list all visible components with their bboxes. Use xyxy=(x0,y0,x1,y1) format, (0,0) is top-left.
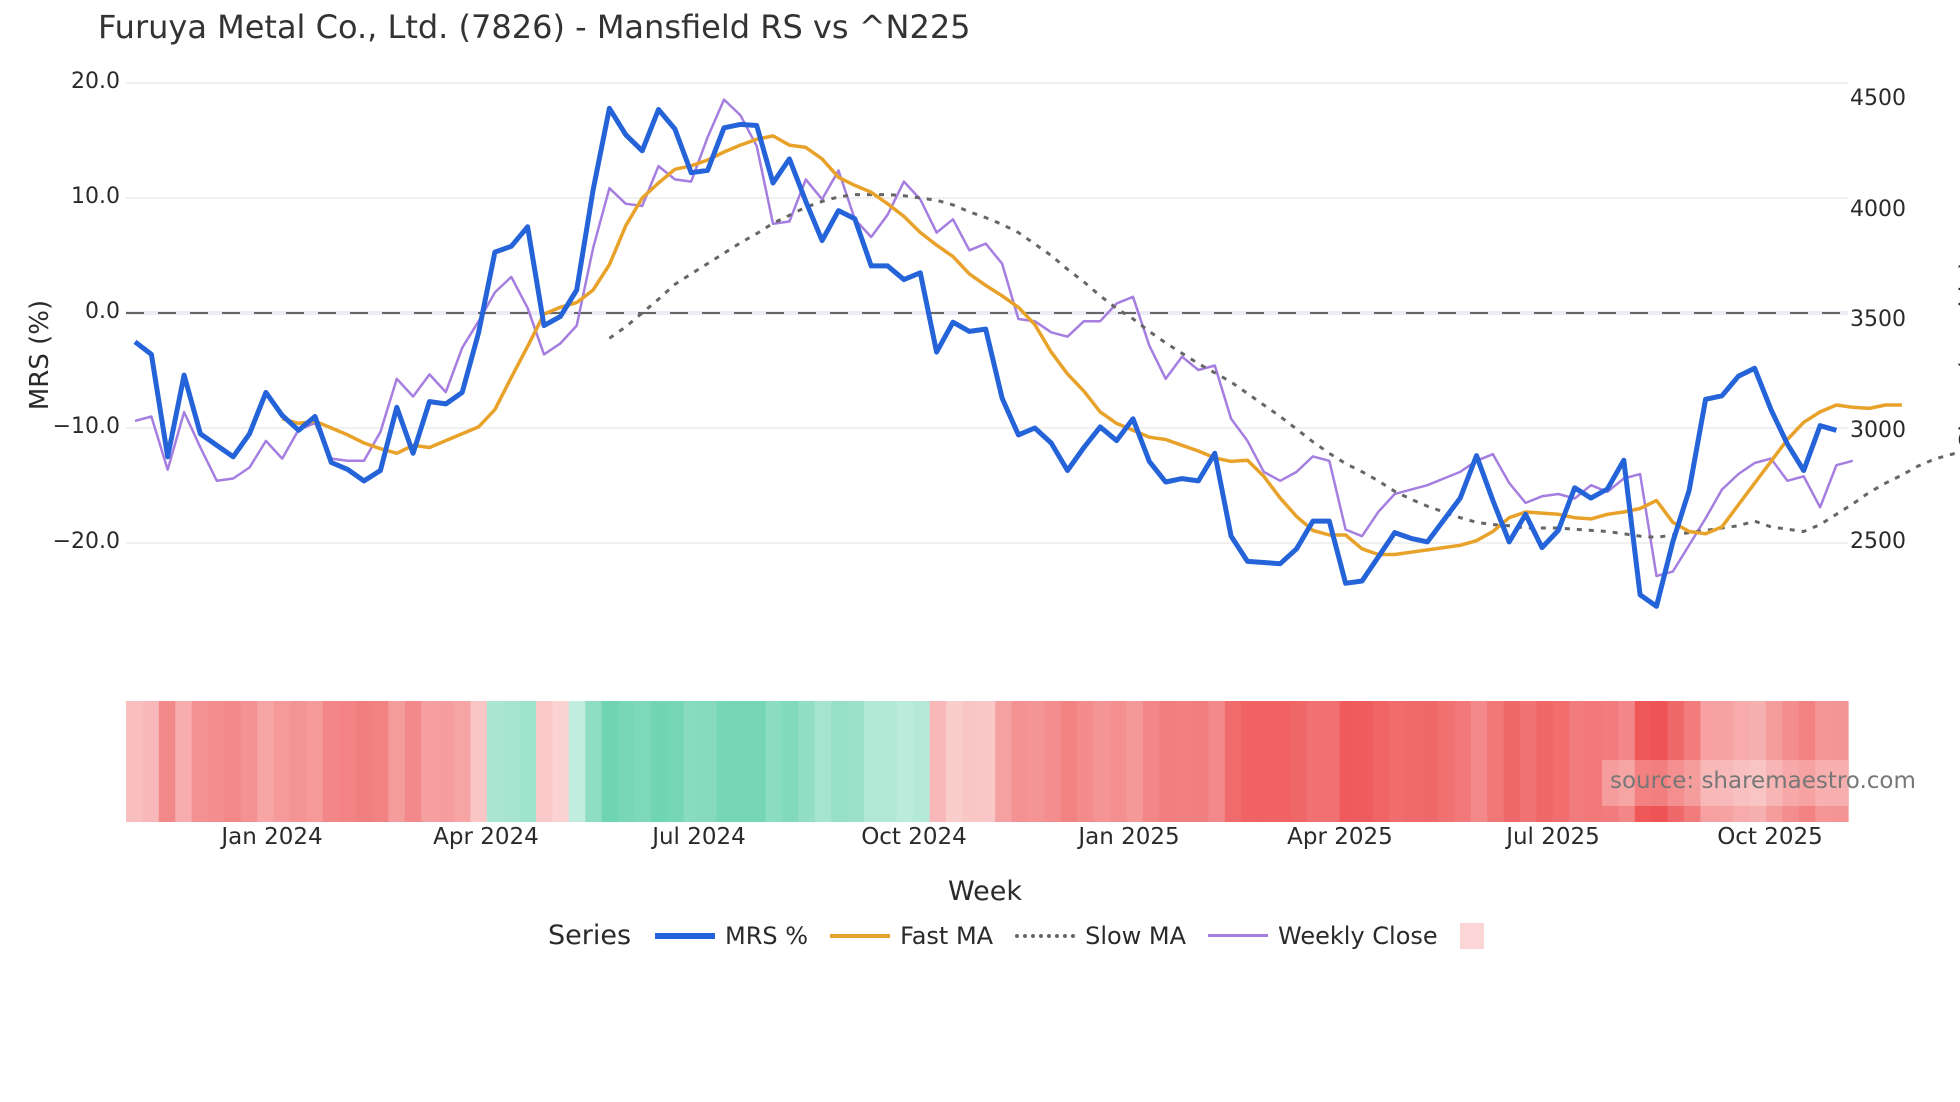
right-tick: 4500 xyxy=(1850,86,1906,111)
legend: Series MRS % Fast MA Slow MA Weekly Clos… xyxy=(548,920,1506,951)
legend-item-heatmap[interactable] xyxy=(1459,922,1484,949)
right-tick: 2500 xyxy=(1850,529,1906,554)
x-tick: Jan 2025 xyxy=(1078,824,1180,850)
legend-title: Series xyxy=(548,920,632,951)
x-tick: Jan 2024 xyxy=(221,824,323,850)
x-tick: Oct 2025 xyxy=(1717,824,1823,850)
series-lines xyxy=(133,98,1960,609)
mrs-heatmap-strip xyxy=(126,701,1849,822)
x-tick: Apr 2025 xyxy=(1287,824,1393,850)
right-tick: 3000 xyxy=(1850,418,1906,443)
legend-item-weekly-close[interactable]: Weekly Close xyxy=(1208,922,1438,950)
right-tick: 3500 xyxy=(1850,307,1906,332)
line-swatch-icon xyxy=(655,932,716,939)
x-tick: Apr 2024 xyxy=(433,824,539,850)
left-tick: 0.0 xyxy=(85,299,120,324)
left-tick: −10.0 xyxy=(52,414,120,439)
line-swatch-icon xyxy=(1208,934,1269,937)
x-tick: Jul 2024 xyxy=(652,824,746,850)
gridlines xyxy=(126,82,1848,544)
legend-item-fast-ma[interactable]: Fast MA xyxy=(830,922,993,950)
left-tick: 20.0 xyxy=(71,69,120,94)
x-axis-label: Week xyxy=(948,876,1022,907)
heatmap-swatch-icon xyxy=(1459,922,1484,949)
chart-title: Furuya Metal Co., Ltd. (7826) - Mansfiel… xyxy=(98,8,971,46)
dotted-line-swatch-icon xyxy=(1015,933,1076,938)
right-tick: 4000 xyxy=(1850,197,1906,222)
legend-item-mrs[interactable]: MRS % xyxy=(655,922,808,950)
left-tick: 10.0 xyxy=(71,184,120,209)
x-tick: Oct 2024 xyxy=(861,824,967,850)
left-tick: −20.0 xyxy=(52,529,120,554)
x-tick: Jul 2025 xyxy=(1506,824,1600,850)
source-watermark: source: sharemaestro.com xyxy=(1602,760,1916,806)
line-swatch-icon xyxy=(830,933,891,938)
legend-item-slow-ma[interactable]: Slow MA xyxy=(1015,922,1186,950)
